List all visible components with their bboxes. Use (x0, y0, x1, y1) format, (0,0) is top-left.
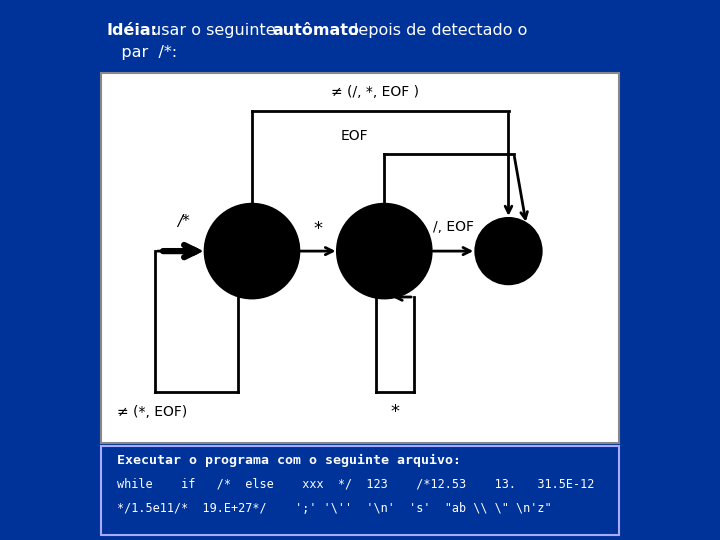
Text: while    if   /*  else    xxx  */  123    /*12.53    13.   31.5E-12: while if /* else xxx */ 123 /*12.53 13. … (117, 478, 595, 491)
Text: Idéia:: Idéia: (107, 23, 157, 38)
Circle shape (476, 219, 541, 284)
FancyBboxPatch shape (101, 446, 619, 535)
Text: ≠ (*, EOF): ≠ (*, EOF) (117, 405, 187, 419)
Text: usar o seguinte: usar o seguinte (151, 23, 281, 38)
Circle shape (206, 205, 298, 297)
Text: /, EOF: /, EOF (433, 220, 474, 234)
Text: EOF: EOF (341, 129, 369, 143)
Text: Executar o programa com o seguinte arquivo:: Executar o programa com o seguinte arqui… (117, 454, 461, 467)
Text: 3: 3 (503, 257, 515, 275)
Text: ≠ (/, *, EOF ): ≠ (/, *, EOF ) (331, 85, 419, 99)
Text: 2: 2 (376, 239, 392, 263)
Text: Fim: Fim (494, 232, 523, 246)
FancyBboxPatch shape (101, 73, 619, 443)
Text: *: * (391, 403, 400, 421)
Text: par  /*:: par /*: (107, 45, 177, 60)
Text: *: * (314, 220, 323, 239)
Text: */1.5e11/*  19.E+27*/    ';' '\''  '\n'  's'  "ab \\ \" \n'z": */1.5e11/* 19.E+27*/ ';' '\'' '\n' 's' "… (117, 502, 552, 515)
Text: 1: 1 (244, 239, 260, 263)
Text: autômato: autômato (272, 23, 359, 38)
FancyBboxPatch shape (90, 0, 630, 70)
Text: /*: /* (177, 214, 190, 229)
Text: depois de detectado o: depois de detectado o (343, 23, 527, 38)
Circle shape (338, 205, 431, 297)
